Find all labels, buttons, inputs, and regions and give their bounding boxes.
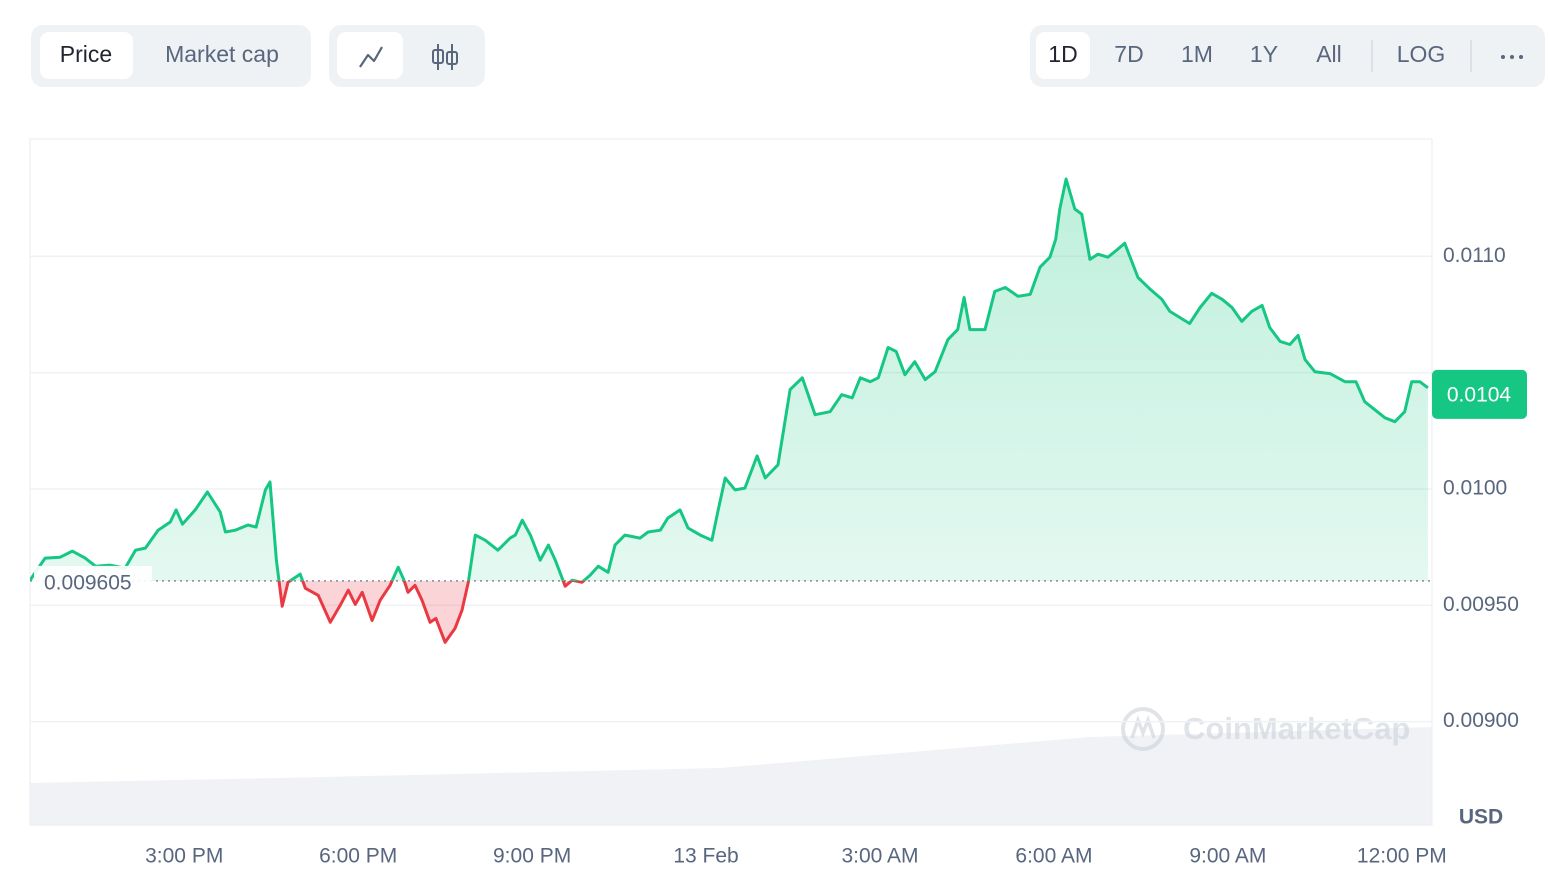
x-tick-label: 13 Feb xyxy=(673,845,738,868)
baseline-label-bg xyxy=(34,565,152,596)
range-7d[interactable]: 7D xyxy=(1114,41,1143,67)
range-1y[interactable]: 1Y xyxy=(1250,41,1278,67)
candle-icon[interactable] xyxy=(432,44,458,70)
y-tick-label: 0.00950 xyxy=(1443,593,1519,616)
line-icon xyxy=(359,46,383,68)
price-line-up xyxy=(30,177,1429,581)
x-tick-label: 6:00 AM xyxy=(1015,845,1092,868)
y-tick-label: 0.00900 xyxy=(1443,709,1519,732)
x-tick-label: 3:00 PM xyxy=(145,845,223,868)
watermark-text: CoinMarketCap xyxy=(1183,711,1410,746)
tab-price[interactable]: Price xyxy=(60,41,112,67)
x-tick-label: 9:00 PM xyxy=(493,845,571,868)
range-1d[interactable]: 1D xyxy=(1048,41,1077,67)
range-active-bg xyxy=(1036,32,1090,79)
baseline-label: 0.009605 xyxy=(44,571,132,594)
x-tick-label: 12:00 PM xyxy=(1357,845,1447,868)
range-1m[interactable]: 1M xyxy=(1181,41,1213,67)
log-toggle[interactable]: LOG xyxy=(1397,41,1446,67)
range-all[interactable]: All xyxy=(1316,41,1342,67)
tab-active-bg xyxy=(40,32,133,79)
area-up xyxy=(30,179,1428,581)
x-tick-label: 6:00 PM xyxy=(319,845,397,868)
x-tick-label: 3:00 AM xyxy=(841,845,918,868)
y-unit: USD xyxy=(1459,806,1503,829)
area-down xyxy=(30,580,1428,643)
price-line-down xyxy=(31,580,586,644)
x-tick-label: 9:00 AM xyxy=(1189,845,1266,868)
tab-market-cap[interactable]: Market cap xyxy=(165,41,279,67)
y-tick-label: 0.0100 xyxy=(1443,477,1507,500)
current-price-badge xyxy=(1432,369,1527,419)
more-button[interactable] xyxy=(1501,55,1523,59)
plot xyxy=(30,177,1432,723)
y-tick-label: 0.0110 xyxy=(1443,244,1506,267)
current-price-label: 0.0104 xyxy=(1447,383,1512,406)
range-tabs xyxy=(1030,25,1545,87)
volume-area xyxy=(30,727,1432,825)
watermark: CoinMarketCap xyxy=(1121,707,1410,751)
